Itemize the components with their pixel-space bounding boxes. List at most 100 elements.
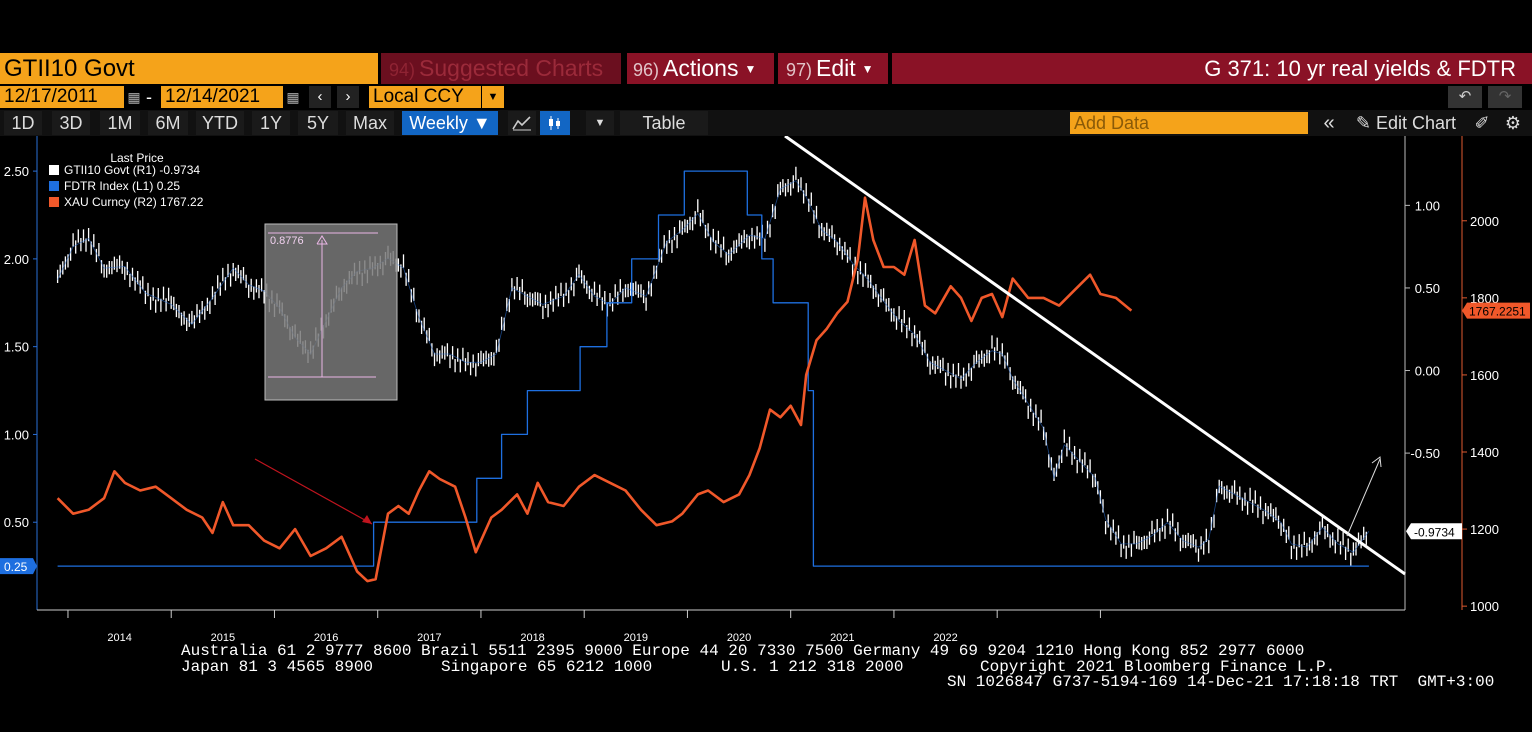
end-date-input[interactable]: 12/14/2021: [161, 86, 283, 108]
series-xau-curncy: [56, 196, 1133, 583]
end-calendar-icon[interactable]: ▦: [286, 89, 300, 105]
edit-chart-button[interactable]: ✎ Edit Chart: [1348, 111, 1464, 135]
edit-label: Edit: [816, 55, 856, 81]
currency-dropdown-icon[interactable]: ▼: [482, 86, 504, 108]
series-fdtr-index: [57, 170, 1369, 567]
edit-num: 97): [786, 60, 813, 80]
legend-title: Last Price: [110, 151, 164, 165]
chart-edit-icon[interactable]: ✐: [1470, 111, 1494, 135]
redo-icon[interactable]: ↷: [1488, 86, 1522, 108]
left-tick-label-1: 2.00: [4, 252, 29, 267]
edit-chart-label: Edit Chart: [1376, 113, 1457, 133]
fdtr-value-label: 0.25: [4, 560, 28, 574]
candlestick-icon[interactable]: [540, 111, 570, 135]
right2-tick-label-0: 2000: [1470, 214, 1499, 229]
footer-japan: Japan 81 3 4565 8900: [181, 658, 374, 676]
left-tick-label-0: 2.50: [4, 164, 29, 179]
x-tick-label-2014: 2014: [107, 632, 131, 644]
legend-item-2: XAU Curncy (R2) 1767.22: [64, 195, 204, 209]
footer-session: SN 1026847 G737-5194-169 14-Dec-21 17:18…: [947, 673, 1495, 691]
line-chart-icon[interactable]: [508, 111, 536, 135]
period-ytd[interactable]: YTD: [196, 111, 244, 135]
period-max[interactable]: Max: [346, 111, 394, 135]
left-tick-label-4: 0.50: [4, 515, 29, 530]
x-tick-label-2021: 2021: [830, 632, 854, 644]
next-period-button[interactable]: ›: [337, 86, 359, 108]
suggested-label: Suggested Charts: [419, 55, 604, 81]
frequency-select[interactable]: Weekly ▼: [402, 111, 498, 135]
right1-tick-label-3: -0.50: [1410, 446, 1440, 461]
footer-copyright: Copyright 2021 Bloomberg Finance L.P.: [980, 658, 1336, 676]
start-calendar-icon[interactable]: ▦: [127, 89, 141, 105]
chart-type-dropdown-icon[interactable]: ▼: [586, 111, 614, 135]
footer-phones-1: Australia 61 2 9777 8600 Brazil 5511 239…: [181, 642, 1305, 660]
date-separator: -: [146, 87, 152, 107]
x-tick-label-2015: 2015: [211, 632, 235, 644]
price-chart[interactable]: 2.50 2.00 1.50 1.00 0.50 1.00 0.50 0.00 -0.50 200…: [0, 136, 1532, 644]
edit-caret-icon: ▼: [861, 62, 874, 77]
x-tick-label-2019: 2019: [624, 632, 648, 644]
legend-item-0: GTII10 Govt (R1) -0.9734: [64, 163, 200, 177]
legend-swatch-0: [49, 165, 59, 175]
gear-icon[interactable]: ⚙: [1500, 111, 1526, 135]
collapse-icon[interactable]: «: [1316, 111, 1342, 135]
footer-us: U.S. 1 212 318 2000: [721, 658, 904, 676]
add-data-input[interactable]: Add Data: [1070, 112, 1308, 134]
suggested-num: 94): [389, 60, 416, 80]
right1-tick-label-0: 1.00: [1415, 198, 1440, 213]
table-button[interactable]: Table: [620, 111, 708, 135]
measure-box: [264, 223, 398, 401]
right1-tick-label-2: 0.00: [1415, 364, 1440, 379]
period-6m[interactable]: 6M: [148, 111, 188, 135]
right2-tick-label-2: 1600: [1470, 368, 1499, 383]
xau-value-tag: [1462, 302, 1530, 319]
x-tick-label-2016: 2016: [314, 632, 338, 644]
fdtr-value-tag: [0, 558, 33, 575]
gtii10-value-tag: [1406, 523, 1462, 540]
white-arrow: [1346, 458, 1381, 537]
actions-label: Actions: [663, 55, 739, 81]
right2-tick-label-4: 1200: [1470, 522, 1499, 537]
actions-caret-icon: ▼: [744, 62, 757, 77]
x-tick-label-2018: 2018: [520, 632, 544, 644]
suggested-charts-button[interactable]: 94) Suggested Charts: [381, 53, 621, 84]
white-arrow-head: [1371, 456, 1382, 468]
legend-swatch-1: [49, 181, 59, 191]
gtii10-value-label: -0.9734: [1414, 525, 1455, 539]
period-1m[interactable]: 1M: [100, 111, 140, 135]
red-arrow: [254, 458, 373, 525]
red-arrow-head: [362, 515, 372, 524]
prev-period-button[interactable]: ‹: [309, 86, 331, 108]
period-1d[interactable]: 1D: [4, 111, 42, 135]
x-tick-label-2017: 2017: [417, 632, 441, 644]
xau-value-label: 1767.2251: [1469, 305, 1526, 319]
right2-tick-label-5: 1000: [1470, 599, 1499, 614]
right2-tick-label-3: 1400: [1470, 445, 1499, 460]
right2-tick-label-1: 1800: [1470, 291, 1499, 306]
fdtr-value-tag-tip: [33, 558, 37, 575]
left-tick-label-2: 1.50: [4, 340, 29, 355]
series-gtii10-bars: [56, 166, 1367, 566]
period-5y[interactable]: 5Y: [298, 111, 338, 135]
currency-select[interactable]: Local CCY: [369, 86, 481, 108]
chart-title: G 371: 10 yr real yields & FDTR: [892, 53, 1532, 84]
left-tick-label-3: 1.00: [4, 427, 29, 442]
actions-num: 96): [633, 60, 660, 80]
measure-label: 0.8776: [270, 235, 304, 247]
x-tick-label-2020: 2020: [727, 632, 751, 644]
pencil-icon: ✎: [1355, 113, 1377, 133]
legend-swatch-2: [49, 197, 59, 207]
actions-menu[interactable]: 96) Actions ▼: [627, 53, 774, 84]
start-date-input[interactable]: 12/17/2011: [0, 86, 124, 108]
security-field[interactable]: GTII10 Govt: [0, 53, 378, 84]
footer-singapore: Singapore 65 6212 1000: [441, 658, 653, 676]
edit-menu[interactable]: 97) Edit ▼: [778, 53, 888, 84]
undo-icon[interactable]: ↶: [1448, 86, 1482, 108]
period-3d[interactable]: 3D: [52, 111, 90, 135]
right1-tick-label-1: 0.50: [1415, 281, 1440, 296]
x-tick-label-2022: 2022: [933, 632, 957, 644]
trend-line: [784, 136, 1406, 576]
legend-item-1: FDTR Index (L1) 0.25: [64, 179, 180, 193]
period-1y[interactable]: 1Y: [252, 111, 290, 135]
